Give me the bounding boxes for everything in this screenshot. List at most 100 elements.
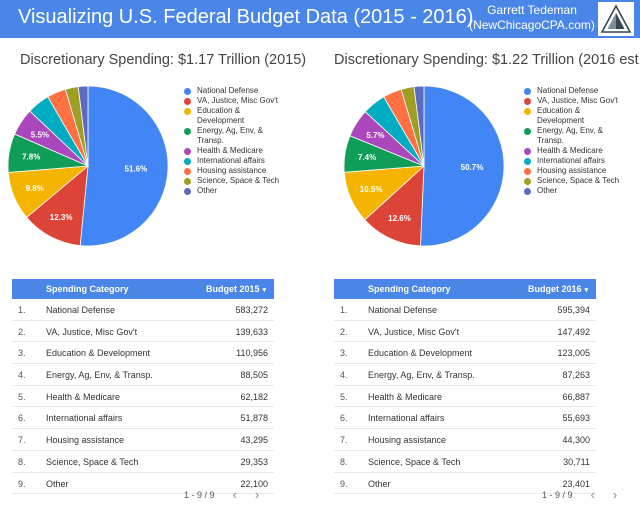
row-budget-value: 30,711 (563, 456, 590, 467)
data-label: 50.7% (461, 163, 484, 172)
table-row[interactable]: 1. National Defense 583,272 (12, 299, 274, 321)
table-row[interactable]: 8. Science, Space & Tech 30,711 (334, 451, 596, 473)
column-header-category[interactable]: Spending Category (46, 284, 129, 294)
table-row[interactable]: 7. Housing assistance 43,295 (12, 429, 274, 451)
pie-chart-2016[interactable]: 50.7% 12.6% 10.5% 7.4% 5.7% (340, 80, 508, 252)
legend-item-va-justice-misc-gov-t[interactable]: VA, Justice, Misc Gov't (184, 96, 281, 106)
row-number: 2. (340, 326, 348, 337)
row-category: Energy, Ag, Env, & Transp. (368, 370, 475, 381)
pie-slice-other[interactable] (77, 85, 89, 167)
row-number: 5. (340, 391, 348, 402)
legend-label: Energy, Ag, Env, & Transp. (197, 126, 263, 145)
row-category: VA, Justice, Misc Gov't (46, 326, 138, 337)
row-budget-value: 23,401 (562, 478, 590, 489)
legend-swatch (184, 168, 191, 175)
row-category: Education & Development (368, 348, 473, 359)
row-number: 7. (340, 435, 348, 446)
row-budget-value: 22,100 (240, 478, 268, 489)
legend-item-housing-assistance[interactable]: Housing assistance (184, 166, 281, 176)
legend-label: Health & Medicare (197, 146, 263, 155)
author-block: Garrett Tedeman (NewChicagoCPA.com) (468, 3, 596, 33)
row-budget-value: 123,005 (557, 348, 590, 359)
row-category: Education & Development (46, 348, 151, 359)
table-row[interactable]: 9. Other 23,401 (334, 473, 596, 495)
legend-item-energy-ag-env-transp[interactable]: Energy, Ag, Env, & Transp. (184, 126, 281, 146)
chevron-left-icon[interactable]: ‹ (232, 487, 237, 502)
row-budget-value: 87,263 (562, 370, 590, 381)
row-category: Housing assistance (368, 435, 447, 446)
legend-swatch (184, 98, 191, 105)
table-row[interactable]: 6. International affairs 51,878 (12, 407, 274, 430)
legend-label: National Defense (197, 86, 259, 95)
pie-chart-2015[interactable]: 51.6% 12.3% 9.8% 7.8% 5.5% (4, 80, 172, 252)
row-budget-value: 147,492 (557, 326, 590, 337)
table-row[interactable]: 3. Education & Development 110,956 (12, 342, 274, 365)
legend-item-energy-ag-env-transp[interactable]: Energy, Ag, Env, & Transp. (524, 126, 621, 146)
author-site[interactable]: (NewChicagoCPA.com) (469, 18, 595, 32)
table-row[interactable]: 4. Energy, Ag, Env, & Transp. 88,505 (12, 364, 274, 386)
pie-slice-other[interactable] (413, 85, 425, 167)
legend-item-science-space-tech[interactable]: Science, Space & Tech (524, 176, 621, 186)
column-header-category[interactable]: Spending Category (368, 284, 451, 294)
legend-swatch (524, 188, 531, 195)
legend-label: Other (537, 186, 558, 195)
pagination-2015: 1 - 9 / 9 ‹ › (184, 487, 260, 502)
legend-label: Education & Development (197, 106, 245, 125)
legend-item-international-affairs[interactable]: International affairs (184, 156, 281, 166)
legend-item-international-affairs[interactable]: International affairs (524, 156, 621, 166)
pie-slice-va-justice-misc-gov-t[interactable] (364, 165, 425, 247)
legend-item-education-development[interactable]: Education & Development (184, 106, 281, 126)
legend-item-science-space-tech[interactable]: Science, Space & Tech (184, 176, 281, 186)
data-label: 10.5% (360, 185, 383, 194)
legend-label: Housing assistance (197, 166, 267, 175)
legend-swatch (524, 178, 531, 185)
pie-slice-va-justice-misc-gov-t[interactable] (26, 165, 89, 247)
table-row[interactable]: 6. International affairs 55,693 (334, 407, 596, 430)
table-row[interactable]: 2. VA, Justice, Misc Gov't 139,633 (12, 321, 274, 343)
row-budget-value: 139,633 (235, 326, 268, 337)
chevron-left-icon[interactable]: ‹ (590, 487, 595, 502)
legend-label: Education & Development (537, 106, 585, 125)
legend-item-national-defense[interactable]: National Defense (524, 86, 621, 96)
table-row[interactable]: 8. Science, Space & Tech 29,353 (12, 451, 274, 473)
legend-item-education-development[interactable]: Education & Development (524, 106, 621, 126)
row-number: 6. (340, 413, 348, 424)
row-budget-value: 583,272 (235, 305, 268, 315)
legend-item-housing-assistance[interactable]: Housing assistance (524, 166, 621, 176)
row-number: 4. (340, 370, 348, 381)
table-row[interactable]: 3. Education & Development 123,005 (334, 342, 596, 365)
table-row[interactable]: 5. Health & Medicare 66,887 (334, 386, 596, 408)
column-header-budget[interactable]: Budget 2016 ▾ (528, 284, 588, 294)
table-row[interactable]: 9. Other 22,100 (12, 473, 274, 495)
legend-item-health-medicare[interactable]: Health & Medicare (184, 146, 281, 156)
legend-item-va-justice-misc-gov-t[interactable]: VA, Justice, Misc Gov't (524, 96, 621, 106)
row-number: 1. (18, 305, 26, 315)
page-title: Visualizing U.S. Federal Budget Data (20… (18, 6, 474, 28)
table-row[interactable]: 1. National Defense 595,394 (334, 299, 596, 321)
legend-item-other[interactable]: Other (184, 186, 281, 196)
legend-item-other[interactable]: Other (524, 186, 621, 196)
pagination-label: 1 - 9 / 9 (184, 490, 215, 500)
pie-slice-national-defense[interactable] (79, 85, 169, 247)
legend-item-health-medicare[interactable]: Health & Medicare (524, 146, 621, 156)
table-row[interactable]: 5. Health & Medicare 62,182 (12, 386, 274, 408)
legend-swatch (184, 108, 191, 115)
pagination-label: 1 - 9 / 9 (542, 490, 573, 500)
row-number: 2. (18, 326, 26, 337)
table-row[interactable]: 2. VA, Justice, Misc Gov't 147,492 (334, 321, 596, 343)
column-header-budget[interactable]: Budget 2015 ▾ (206, 284, 266, 294)
chevron-right-icon[interactable]: › (254, 487, 260, 502)
chevron-right-icon[interactable]: › (612, 487, 618, 502)
sort-desc-icon: ▾ (584, 287, 588, 294)
legend-label: Science, Space & Tech (197, 176, 280, 185)
legend-swatch (184, 148, 191, 155)
data-label: 12.3% (50, 213, 73, 222)
table-row[interactable]: 7. Housing assistance 44,300 (334, 429, 596, 451)
row-number: 9. (340, 478, 348, 489)
pie-slice-national-defense[interactable] (420, 85, 505, 247)
table-row[interactable]: 4. Energy, Ag, Env, & Transp. 87,263 (334, 364, 596, 386)
row-budget-value: 55,693 (562, 413, 590, 424)
row-category: Science, Space & Tech (368, 456, 461, 467)
legend-swatch (524, 148, 531, 155)
legend-item-national-defense[interactable]: National Defense (184, 86, 281, 96)
